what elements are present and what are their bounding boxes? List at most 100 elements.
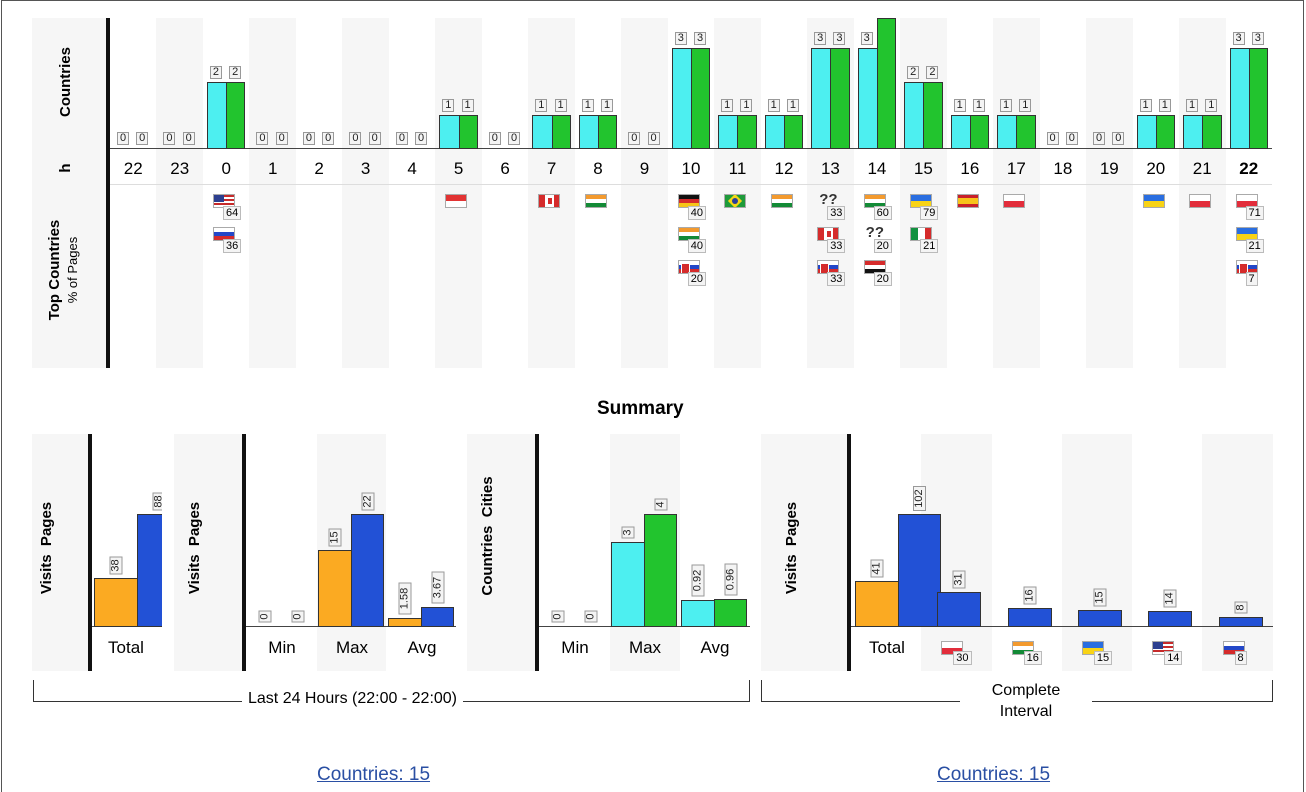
flag-pl-icon: [941, 641, 964, 655]
value-label: 0: [117, 132, 129, 145]
value-label: 2: [209, 65, 222, 79]
countries-link-last-24h[interactable]: Countries: 15: [317, 764, 431, 785]
bar-series-2: [598, 114, 618, 149]
hour-label: 21: [1192, 159, 1212, 178]
bar-series-2: [691, 48, 711, 149]
hour-column: [1039, 18, 1087, 368]
bar-cyan: [681, 600, 715, 627]
hour-label: 3: [360, 159, 371, 178]
value-label: 0: [275, 132, 288, 145]
country-percent: 30: [953, 651, 972, 665]
hour-label: 1: [267, 159, 278, 178]
hour-label: 17: [1006, 159, 1026, 178]
axis-label-visits-pages: Visits Pages: [186, 501, 203, 595]
value-label: 1: [721, 98, 734, 112]
value-label: 1: [1186, 98, 1199, 112]
hour-label: 7: [546, 159, 557, 178]
panel-col: [1202, 434, 1273, 671]
category-label-total: Total: [108, 638, 144, 657]
country-percent: 71: [1245, 206, 1264, 220]
value-label: 15: [1093, 588, 1107, 607]
hour-label: 16: [960, 159, 980, 178]
bar-series-2: [551, 114, 571, 149]
value-label: 1: [1205, 98, 1218, 112]
flag-ca-icon: [538, 194, 561, 208]
value-label: 1: [461, 98, 474, 112]
bar-countries: [671, 48, 692, 149]
flag-ru-icon: [1222, 641, 1245, 655]
country-percent: 16: [1023, 651, 1042, 665]
category-label-min: Min: [561, 638, 589, 657]
country-percent: 7: [1245, 272, 1258, 286]
value-label: 1: [953, 98, 966, 112]
hour-column: [342, 18, 389, 368]
row-label-countries: Countries: [57, 47, 74, 118]
panel-col: [539, 434, 610, 671]
hour-label: 11: [728, 159, 747, 178]
hour-label: 23: [170, 159, 190, 178]
bar-blue: [421, 607, 454, 627]
panel-col: [1132, 434, 1203, 671]
value-label: 0: [1093, 132, 1106, 145]
country-percent: 8: [1234, 651, 1247, 665]
bar-series-2: [1248, 48, 1268, 149]
country-percent: 33: [827, 239, 846, 253]
countries-link-complete[interactable]: Countries: 15: [937, 764, 1051, 785]
value-label: 1: [554, 98, 567, 112]
value-label: 0: [302, 132, 315, 145]
value-label: 88: [152, 492, 162, 511]
panel-col: [680, 434, 750, 671]
country-percent: 20: [873, 272, 892, 286]
hour-column: [249, 18, 296, 368]
country-percent: 79: [920, 206, 939, 220]
value-label: 1.58: [398, 582, 411, 615]
hour-column: [435, 18, 482, 368]
country-percent: 33: [827, 272, 846, 286]
country-percent: 20: [687, 272, 706, 286]
value-label: 14: [1163, 589, 1177, 608]
flag-id-icon: [445, 194, 468, 208]
value-label: 22: [361, 492, 374, 511]
bar-series-2: [1202, 114, 1222, 149]
bar-green: [644, 514, 677, 627]
bar-series-2: [783, 114, 804, 149]
hour-column: [388, 18, 436, 368]
hour-label: 15: [913, 159, 933, 178]
panel-col: [1061, 434, 1133, 671]
value-label: 1: [767, 98, 780, 112]
hour-column: [1132, 18, 1180, 368]
bracket-label-last-24h: Last 24 Hours (22:00 - 22:00): [242, 690, 464, 708]
bar-countries: [1229, 48, 1250, 149]
category-label-total: Total: [869, 638, 905, 657]
bar-orange: [94, 577, 138, 627]
value-label: 15: [328, 528, 341, 547]
hour-column: [110, 18, 157, 368]
hour-column: [1086, 18, 1133, 368]
hour-label: 19: [1099, 159, 1119, 178]
bar-orange: [388, 617, 422, 627]
bracket-label-complete-interval: Complete Interval: [960, 680, 1092, 722]
bar-series-2: [923, 81, 943, 149]
flag-ua-icon: [1142, 194, 1165, 208]
summary-panel-countries-cities: Countries Cities Min Max Avg 0 0 3 4 0.92 0.9…: [467, 434, 750, 671]
category-label-min: Min: [268, 638, 296, 657]
value-label: 0: [628, 132, 641, 145]
bar-green: [714, 599, 747, 627]
value-label: 0: [1065, 132, 1078, 145]
hour-label: 8: [593, 159, 603, 178]
bar-countries: [1183, 114, 1204, 149]
value-label: 3.67: [431, 571, 444, 604]
category-label-max: Max: [335, 638, 369, 657]
panel-axis-line: [242, 434, 246, 671]
country-percent: 36: [222, 239, 242, 253]
value-label: 1: [535, 98, 548, 112]
value-label: 0: [488, 132, 501, 145]
country-percent: 40: [687, 206, 706, 220]
country-percent: 20: [873, 239, 892, 253]
panel-axis-line: [88, 434, 92, 671]
bar-series-2: [1016, 114, 1036, 149]
value-label: 1: [442, 98, 455, 112]
bar-orange: [855, 580, 899, 627]
flag-es-icon: [956, 194, 979, 208]
value-label: 3: [674, 32, 687, 46]
